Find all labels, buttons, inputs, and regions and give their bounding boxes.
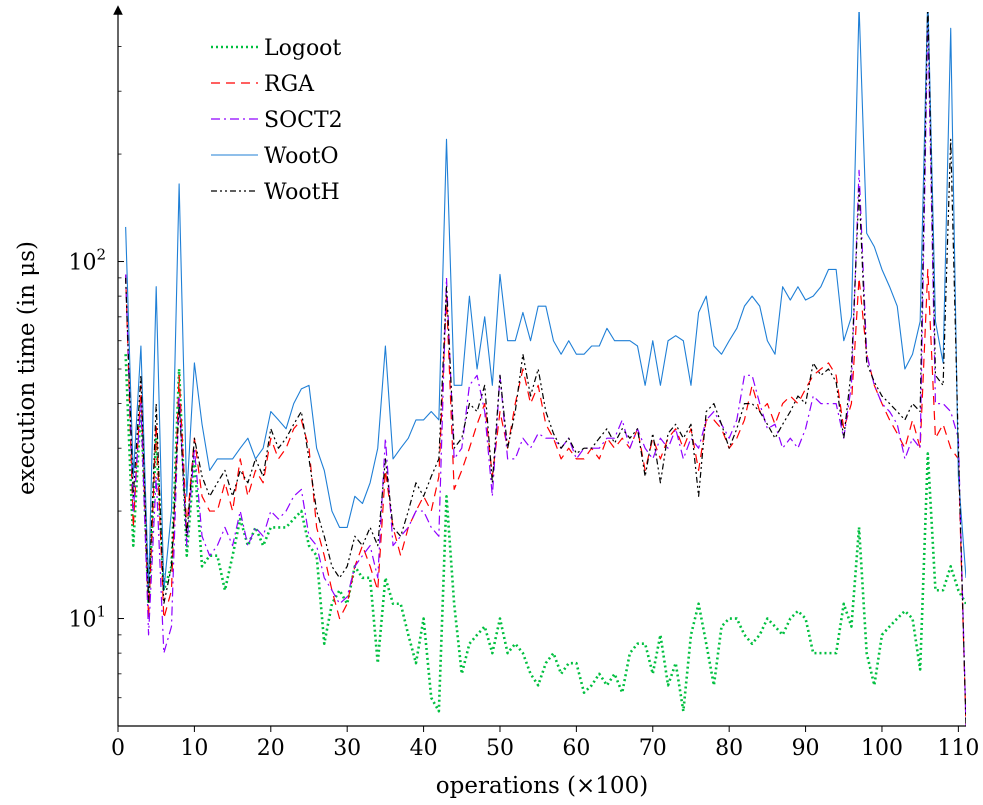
x-tick-label: 30 (333, 736, 361, 761)
legend-item: Logoot (211, 36, 341, 61)
x-tick-label: 60 (562, 736, 590, 761)
series-layer (124, 12, 966, 726)
legend-item: SOCT2 (211, 108, 343, 133)
x-tick-label: 50 (486, 736, 514, 761)
series-line-logoot (124, 354, 966, 713)
legend-item: RGA (211, 72, 315, 97)
y-tick-label: 101 (68, 603, 106, 633)
axes-layer (113, 5, 966, 727)
legend-item: WootO (211, 144, 339, 169)
x-tick-label: 90 (792, 736, 820, 761)
x-tick-label: 0 (111, 736, 125, 761)
series-line-soct2 (125, 17, 966, 726)
legend-label: Logoot (264, 36, 341, 61)
x-tick-label: 40 (410, 736, 438, 761)
x-tick-label: 100 (861, 736, 903, 761)
x-tick-label: 20 (257, 736, 285, 761)
x-tick-label: 10 (180, 736, 208, 761)
legend-item: WootH (211, 180, 340, 205)
x-tick-label: 80 (715, 736, 743, 761)
ticks-layer: 0 10 20 30 40 50 60 70 80 90 100 110 101 102 (68, 11, 979, 761)
legend: Logoot RGA SOCT2 WootO WootH (211, 36, 343, 205)
legend-label: WootH (264, 180, 340, 205)
y-axis-title: execution time (in μs) (14, 241, 40, 495)
x-tick-label: 110 (937, 736, 979, 761)
legend-label: RGA (264, 72, 315, 97)
series-line-wooto (125, 12, 966, 591)
series-line-wooth (125, 12, 966, 726)
legend-label: WootO (264, 144, 339, 169)
x-tick-label: 70 (639, 736, 667, 761)
legend-label: SOCT2 (264, 108, 343, 133)
x-axis-title: operations (×100) (436, 773, 648, 799)
series-line-rga (125, 268, 966, 726)
y-tick-label: 102 (68, 246, 106, 276)
